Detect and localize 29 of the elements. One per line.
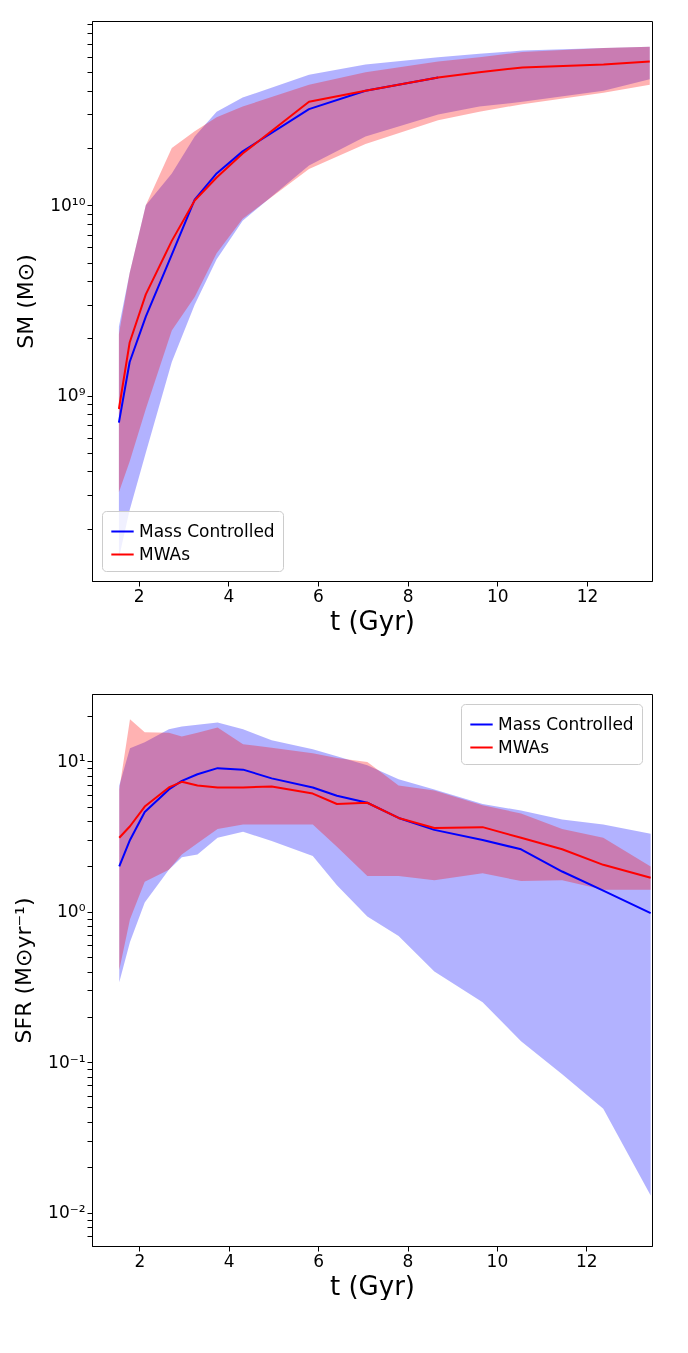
x-tick-label: 6 — [313, 1250, 325, 1271]
line-series — [118, 767, 652, 915]
y-axis-title: SFR (M⊙yr⁻¹) — [11, 897, 37, 1044]
x-tick-label: 10 — [487, 585, 509, 606]
y-axis-title: SM (M⊙) — [13, 254, 39, 349]
x-tick-label: 8 — [402, 1250, 414, 1271]
legend-label: Mass Controlled — [498, 713, 634, 734]
x-tick-label: 6 — [313, 585, 324, 606]
y-tick-label: 10⁻¹ — [48, 1051, 86, 1072]
y-tick-label: 10¹⁰ — [50, 194, 86, 215]
line-series — [117, 60, 651, 410]
x-tick-label: 12 — [575, 1250, 598, 1271]
line-series — [118, 780, 652, 879]
legend-label: MWAs — [139, 543, 191, 564]
y-tick-label: 10¹ — [57, 750, 86, 771]
x-tick-label: 2 — [133, 585, 145, 606]
y-tick-label: 10⁰ — [57, 901, 86, 922]
y-tick-label: 10⁻² — [48, 1202, 86, 1223]
x-tick-label: 4 — [223, 585, 235, 606]
legend-label: Mass Controlled — [139, 520, 275, 541]
x-tick-label: 8 — [402, 585, 414, 606]
x-tick-label: 12 — [576, 585, 599, 606]
y-tick-label: 10⁹ — [57, 385, 86, 406]
x-axis-title: t (Gyr) — [330, 1270, 415, 1301]
x-tick-label: 4 — [223, 1250, 235, 1271]
x-tick-label: 2 — [134, 1250, 146, 1271]
legend-label: MWAs — [498, 736, 550, 757]
x-axis-title: t (Gyr) — [330, 605, 415, 636]
x-tick-label: 10 — [486, 1250, 509, 1271]
